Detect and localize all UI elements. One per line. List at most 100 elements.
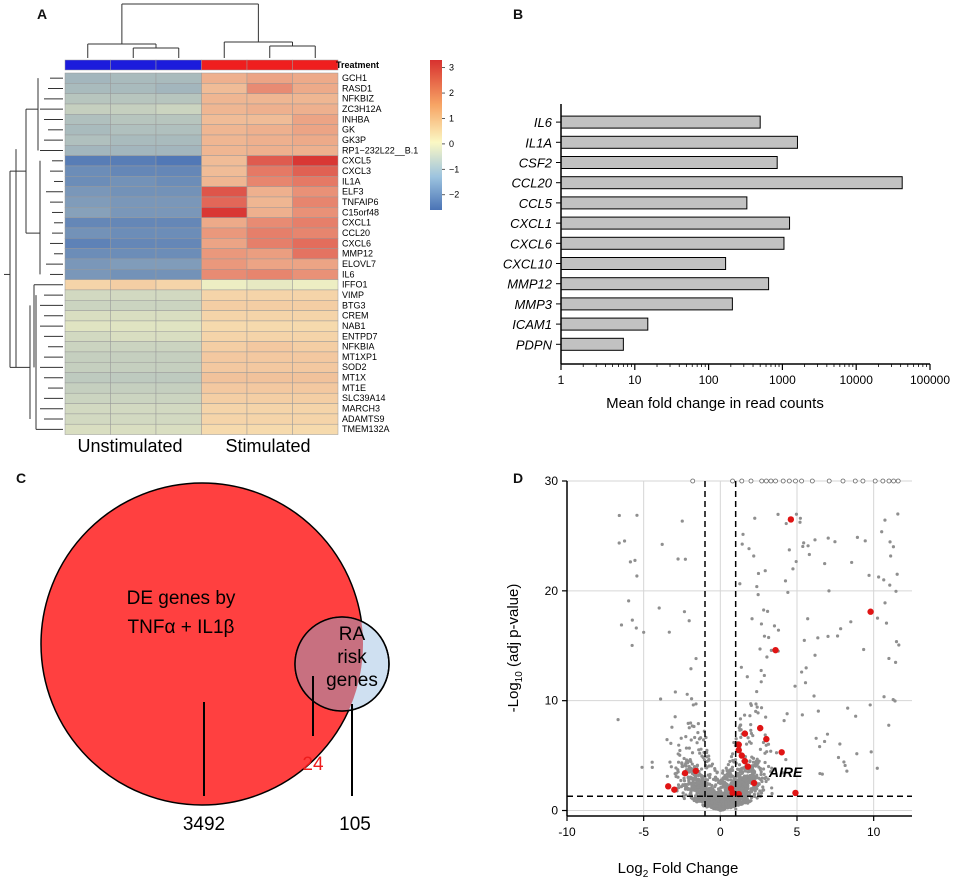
heatmap-cell	[155, 310, 202, 322]
ra-gene-point	[735, 741, 742, 748]
gene-label: CREM	[342, 311, 369, 321]
gray-point	[759, 622, 764, 626]
gray-point	[719, 778, 724, 782]
gray-point	[758, 789, 762, 793]
gray-point	[718, 789, 723, 793]
gray-point	[804, 666, 808, 670]
heatmap-cell	[110, 217, 157, 229]
heatmap-cell	[201, 93, 248, 105]
gene-label: IL6	[342, 269, 355, 279]
heatmap-cell	[292, 176, 339, 187]
category-label: CCL20	[512, 176, 553, 191]
gray-point	[756, 593, 760, 597]
x-tick-label: 10	[867, 825, 881, 839]
gray-point	[823, 561, 827, 566]
heatmap-cell	[155, 289, 202, 301]
capped-point	[809, 478, 815, 484]
gray-point	[767, 635, 771, 640]
gray-point	[827, 589, 831, 593]
gray-point	[708, 772, 712, 777]
heatmap-cell	[246, 196, 293, 208]
heatmap-cell	[64, 145, 111, 156]
gray-point	[698, 736, 703, 740]
heatmap-cell	[201, 331, 248, 342]
heatmap-cell	[246, 361, 293, 373]
bar-cxcl6	[560, 236, 785, 250]
gray-point	[740, 797, 744, 801]
heatmap-cell	[201, 372, 248, 384]
heatmap-cell	[201, 403, 248, 415]
ra-gene-point	[741, 730, 749, 737]
ra-gene-point	[757, 724, 764, 732]
gray-point	[785, 712, 789, 716]
gray-point	[820, 772, 824, 776]
gray-point	[707, 764, 711, 768]
gray-point	[667, 630, 671, 634]
panel-letter-c: C	[16, 470, 27, 486]
gray-point	[702, 758, 707, 762]
heatmap-cell	[64, 300, 111, 311]
gray-point	[800, 713, 804, 717]
gray-point	[680, 519, 684, 523]
gray-point	[891, 545, 896, 549]
heatmap-cell	[155, 145, 202, 156]
heatmap-cell	[64, 382, 111, 394]
gray-point	[868, 703, 872, 707]
heatmap-cell	[155, 331, 202, 342]
gray-point	[770, 791, 774, 796]
heatmap-cell	[110, 300, 157, 311]
capped-point	[786, 478, 792, 484]
heatmap-cell	[155, 207, 202, 218]
heatmap-cell	[155, 134, 202, 146]
heatmap-cell	[110, 93, 157, 105]
gray-point	[816, 709, 820, 713]
heatmap-cell	[110, 269, 157, 280]
scale-tick-label: 1	[449, 113, 454, 123]
gray-point	[705, 804, 709, 809]
volcano-plot: -10 -5 0 5 10 0 10 20 30 AIRE Log2 Fold Change -…	[505, 474, 912, 880]
heatmap-cell	[201, 382, 248, 394]
gray-point	[739, 665, 743, 669]
heatmap-cell	[64, 217, 111, 229]
gray-point	[694, 702, 698, 706]
heatmap-cell	[64, 155, 111, 167]
heatmap-cell	[64, 361, 111, 373]
heatmap-cell	[201, 227, 248, 239]
gray-point	[726, 774, 730, 779]
gray-point	[839, 627, 843, 631]
gray-point	[748, 714, 752, 718]
heatmap-cell	[64, 186, 111, 198]
heatmap-cell	[110, 72, 157, 84]
gray-point	[689, 738, 693, 742]
heatmap-cell	[155, 196, 202, 208]
heatmap-cell	[155, 114, 202, 125]
category-label: CXCL6	[510, 236, 553, 251]
gray-point	[677, 743, 681, 747]
x-tick-label: 1000	[769, 373, 796, 387]
gray-point	[753, 516, 757, 520]
ra-gene-point	[671, 786, 678, 793]
gray-point	[731, 800, 736, 804]
heatmap-cell	[155, 176, 202, 187]
gray-point	[756, 792, 760, 796]
gray-point	[694, 656, 698, 661]
gray-point	[697, 748, 701, 752]
gray-point	[697, 796, 701, 800]
ra-gene-point	[867, 608, 874, 615]
gray-point	[875, 766, 879, 770]
gray-point	[889, 554, 893, 558]
gray-point	[758, 647, 762, 651]
gray-point	[769, 749, 773, 753]
heatmap-cell	[201, 361, 248, 373]
ra-risk-label-line1: RA	[339, 624, 366, 645]
ra-gene-point	[792, 789, 799, 797]
category-label: CSF2	[519, 156, 553, 171]
heatmap-cell	[64, 392, 111, 404]
heatmap-cell	[110, 320, 157, 332]
heatmap-cell	[155, 341, 202, 353]
row-dendrogram	[4, 77, 63, 430]
heatmap-cell	[292, 372, 339, 384]
gray-point	[699, 789, 703, 793]
heatmap-cell	[292, 300, 339, 311]
gray-point	[728, 797, 732, 801]
